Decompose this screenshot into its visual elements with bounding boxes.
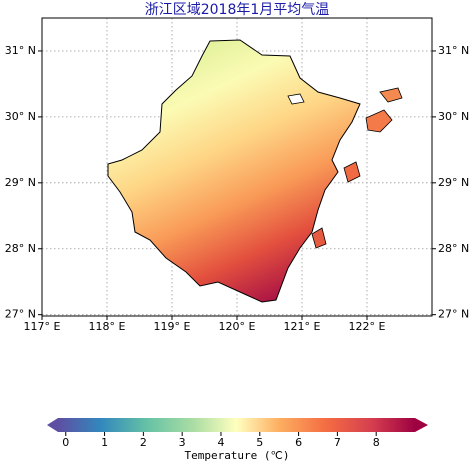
y-tick-label: 29° N (438, 176, 469, 189)
y-tick-label: 27° N (5, 308, 36, 321)
colorbar-label: Temperature (℃) (184, 449, 289, 462)
x-tick-label: 117° E (24, 320, 61, 333)
colorbar-tick-label: 0 (62, 436, 69, 449)
zhejiang-shape (107, 39, 361, 303)
province (107, 39, 403, 303)
colorbar-tick-label: 8 (373, 436, 380, 449)
y-tick-label: 27° N (438, 308, 469, 321)
colorbar-tick-label: 7 (334, 436, 341, 449)
island (379, 87, 403, 103)
colorbar-tick-label: 5 (256, 436, 263, 449)
x-tick-label: 119° E (154, 320, 191, 333)
y-tick-label: 28° N (5, 242, 36, 255)
y-tick-label: 28° N (438, 242, 469, 255)
island (343, 161, 361, 183)
y-tick-label: 30° N (5, 110, 36, 123)
y-tick-label: 29° N (5, 176, 36, 189)
y-tick-label: 30° N (438, 110, 469, 123)
map-title: 浙江区域2018年1月平均气温 (145, 2, 330, 18)
x-tick-label: 121° E (284, 320, 321, 333)
lake (287, 93, 305, 105)
y-tick-label: 31° N (5, 44, 36, 57)
island (365, 109, 393, 133)
colorbar-tick-label: 2 (140, 436, 147, 449)
colorbar (58, 418, 415, 432)
colorbar-tick-label: 3 (179, 436, 186, 449)
island (311, 227, 327, 249)
x-tick-label: 118° E (89, 320, 126, 333)
colorbar-tick-label: 6 (295, 436, 302, 449)
colorbar-tick-label: 4 (217, 436, 224, 449)
colorbar-extend-high (415, 418, 428, 432)
colorbar-extend-low (47, 418, 58, 432)
y-tick-label: 31° N (438, 44, 469, 57)
x-tick-label: 122° E (349, 320, 386, 333)
colorbar-tick-label: 1 (101, 436, 108, 449)
x-tick-label: 120° E (219, 320, 256, 333)
